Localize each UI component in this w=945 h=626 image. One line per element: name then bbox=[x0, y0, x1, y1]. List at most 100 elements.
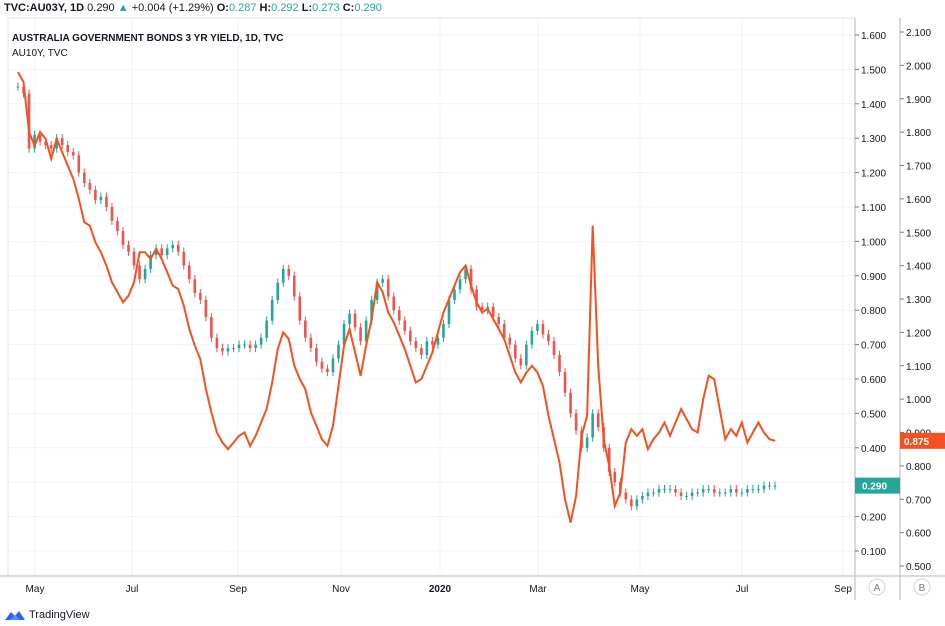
au03y-body bbox=[193, 279, 197, 293]
au03y-body bbox=[409, 330, 412, 342]
scale-b-button[interactable]: B bbox=[913, 578, 931, 596]
au03y-body bbox=[83, 172, 86, 183]
au03y-body bbox=[265, 320, 268, 338]
right-axis-tick-label: 1.300 bbox=[906, 295, 931, 306]
left-axis-tick-label: 1.200 bbox=[861, 169, 886, 180]
au03y-body bbox=[712, 489, 716, 493]
au03y-body bbox=[160, 248, 163, 256]
au03y-body bbox=[370, 299, 373, 321]
scale-button-ring bbox=[868, 578, 886, 596]
au03y-body bbox=[182, 251, 186, 266]
chart-canvas[interactable]: 0.1000.2000.3000.4000.5000.6000.7000.800… bbox=[0, 0, 945, 606]
au03y-body bbox=[425, 341, 429, 355]
au03y-body bbox=[735, 489, 738, 493]
au03y-body bbox=[685, 495, 688, 497]
au03y-body bbox=[646, 492, 650, 496]
au03y-body bbox=[679, 492, 683, 496]
au03y-body bbox=[541, 323, 545, 335]
au03y-body bbox=[309, 337, 313, 349]
time-axis-tick-label: May bbox=[631, 584, 650, 595]
scale-button-label: A bbox=[874, 583, 881, 594]
au03y-body bbox=[458, 279, 462, 290]
scale-a-button[interactable]: A bbox=[868, 578, 886, 596]
au03y-body bbox=[315, 348, 318, 362]
au03y-body bbox=[292, 275, 296, 297]
time-axis-tick-label: May bbox=[26, 584, 45, 595]
au03y-body bbox=[740, 492, 744, 494]
au03y-body bbox=[525, 344, 528, 366]
au03y-body bbox=[547, 334, 550, 342]
au03y-body bbox=[591, 413, 594, 438]
au03y-body bbox=[762, 485, 766, 490]
au03y-body bbox=[199, 293, 202, 300]
open-value: 0.287 bbox=[228, 2, 257, 14]
right-axis-tick-label: 1.400 bbox=[906, 262, 931, 273]
price-change: +0.004 (+1.29%) bbox=[131, 2, 214, 14]
left-axis-tick-label: 0.500 bbox=[861, 409, 886, 420]
au03y-body bbox=[723, 492, 727, 494]
au03y-body bbox=[248, 344, 252, 349]
au03y-body bbox=[232, 348, 235, 350]
open-label: O: bbox=[216, 2, 229, 14]
time-axis[interactable]: May Jul Sep Nov 2020 Mar May Jul Sep bbox=[26, 584, 853, 595]
au03y-body bbox=[121, 231, 125, 245]
chart-header: TVC:AU03Y, 1D 0.290 ▲ +0.004 (+1.29%) O:… bbox=[4, 2, 382, 18]
au03y-body bbox=[574, 413, 578, 431]
au03y-body bbox=[530, 330, 534, 345]
au03y-body bbox=[33, 134, 36, 149]
au03y-body bbox=[165, 248, 169, 256]
au03y-body bbox=[237, 344, 241, 349]
au03y-body bbox=[641, 495, 644, 500]
left-axis-tick-label: 1.100 bbox=[861, 203, 886, 214]
au03y-body bbox=[127, 244, 130, 252]
legend-compare[interactable]: AU10Y, TVC bbox=[12, 48, 68, 59]
au03y-body bbox=[381, 279, 384, 283]
brand-label[interactable]: TradingView bbox=[29, 609, 90, 621]
au10y-price-text: 0.875 bbox=[904, 437, 929, 448]
au03y-body bbox=[635, 499, 639, 507]
au03y-bars bbox=[16, 82, 777, 511]
au03y-body bbox=[502, 323, 506, 338]
au03y-body bbox=[751, 489, 755, 491]
au03y-body bbox=[453, 289, 456, 300]
left-axis-tick-label: 0.400 bbox=[861, 444, 886, 455]
right-axis-tick-label: 1.700 bbox=[906, 162, 931, 173]
au03y-body bbox=[768, 485, 771, 487]
tradingview-logo-icon bbox=[5, 611, 25, 620]
au10y-line bbox=[17, 71, 776, 523]
au10y-price-tag bbox=[900, 432, 945, 449]
right-axis-tick-label: 1.900 bbox=[906, 95, 931, 106]
left-axis-tick-label: 0.100 bbox=[861, 547, 886, 558]
au03y-body bbox=[475, 289, 478, 307]
low-label: L: bbox=[301, 2, 313, 14]
au03y-body bbox=[375, 282, 379, 300]
right-axis-tick-label: 1.500 bbox=[906, 228, 931, 239]
low-value: 0.273 bbox=[312, 2, 340, 14]
au03y-body bbox=[259, 337, 263, 345]
time-axis-tick-label: Sep bbox=[229, 584, 247, 595]
right-axis-tick-label: 1.600 bbox=[906, 195, 931, 206]
au03y-body bbox=[16, 86, 20, 88]
au03y-body bbox=[49, 145, 53, 149]
au03y-body bbox=[149, 255, 152, 269]
au03y-body bbox=[154, 248, 158, 256]
au03y-body bbox=[94, 189, 97, 201]
au03y-body bbox=[270, 299, 274, 321]
right-axis[interactable]: 0.5000.6000.7000.8000.9001.0001.1001.200… bbox=[900, 28, 931, 573]
symbol-label[interactable]: TVC:AU03Y, 1D bbox=[4, 2, 85, 14]
legend-title[interactable]: AUSTRALIA GOVERNMENT BONDS 3 YR YIELD, 1… bbox=[12, 33, 284, 44]
scale-button-ring bbox=[913, 578, 931, 596]
au03y-body bbox=[304, 320, 307, 338]
au03y-body bbox=[386, 279, 390, 297]
au03y-body bbox=[746, 489, 749, 493]
left-axis-tick-label: 0.200 bbox=[861, 513, 886, 524]
au03y-body bbox=[497, 317, 501, 324]
au03y-body bbox=[701, 489, 705, 493]
au03y-body bbox=[171, 244, 175, 249]
au03y-body bbox=[331, 358, 335, 373]
au03y-body bbox=[143, 268, 147, 280]
au03y-body bbox=[657, 489, 661, 493]
au03y-body bbox=[281, 268, 285, 283]
left-axis-tick-label: 1.600 bbox=[861, 31, 886, 42]
